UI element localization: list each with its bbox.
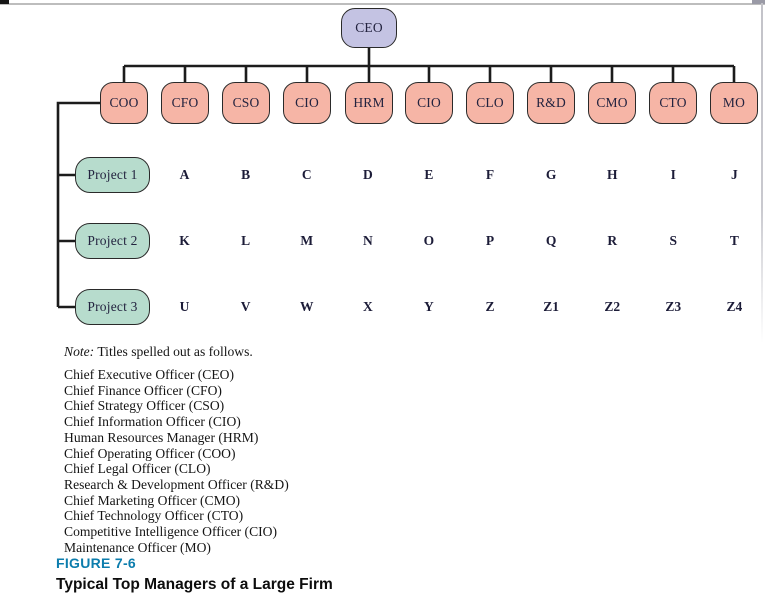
figure-number-label: FIGURE 7-6 [56, 555, 137, 571]
figure-caption: Typical Top Managers of a Large Firm [56, 576, 333, 593]
matrix-cell: C [301, 167, 312, 182]
matrix-cell: Z1 [543, 299, 559, 314]
matrix-cell: O [423, 233, 435, 248]
manager-box-cto: CTO [649, 82, 697, 124]
manager-box-hrm: HRM [345, 82, 393, 124]
matrix-row-1: A B C D E F G H I J [154, 165, 765, 185]
note-title: Chief Technology Officer (CTO) [64, 508, 244, 524]
note-title: Chief Strategy Officer (CSO) [64, 398, 225, 414]
matrix-cell: Q [545, 233, 557, 248]
project-label: Project 1 [87, 167, 138, 182]
matrix-cell: N [362, 233, 373, 248]
manager-label: CIO [295, 95, 319, 110]
matrix-row-2: K L M N O P Q R S T [154, 231, 765, 251]
note-title: Maintenance Officer (MO) [64, 539, 211, 555]
matrix-cell: E [424, 167, 434, 182]
manager-label: CIO [417, 95, 441, 110]
matrix-cell: Z2 [604, 299, 621, 314]
manager-label: CFO [171, 95, 199, 110]
manager-label: CLO [476, 95, 504, 110]
page-edge-right-line [761, 3, 763, 343]
manager-box-rd: R&D [527, 82, 575, 124]
note-intro-label: Note: [64, 344, 95, 359]
matrix-cell: S [669, 233, 678, 248]
page-edge-mark-right [752, 0, 765, 4]
manager-label: MO [722, 95, 746, 110]
matrix-cell: I [670, 167, 676, 182]
note-title: Research & Development Officer (R&D) [64, 476, 289, 492]
matrix-cell: R [607, 233, 618, 248]
matrix-cell: G [545, 167, 557, 182]
matrix-cell: M [300, 233, 314, 248]
note-title: Chief Information Officer (CIO) [64, 414, 241, 430]
manager-box-clo: CLO [466, 82, 514, 124]
note-title: Chief Legal Officer (CLO) [64, 461, 211, 477]
matrix-cell: U [179, 299, 190, 314]
page-edge-mark-left [0, 0, 9, 4]
matrix-cell: H [606, 167, 618, 182]
matrix-cell: V [240, 299, 251, 314]
matrix-cell: L [241, 233, 251, 248]
matrix-cell: Z3 [665, 299, 682, 314]
project-box-3: Project 3 [75, 289, 150, 325]
ceo-box: CEO [341, 8, 397, 48]
matrix-cell: Y [424, 299, 434, 314]
manager-label: COO [109, 95, 139, 110]
manager-box-coo: COO [100, 82, 148, 124]
page-edge-top-line [0, 3, 765, 5]
note-title: Competitive Intelligence Officer (CIO) [64, 524, 278, 540]
project-box-1: Project 1 [75, 157, 150, 193]
matrix-cell: B [241, 167, 251, 182]
manager-box-cso: CSO [222, 82, 270, 124]
manager-label: HRM [353, 95, 385, 110]
note-block: Note: Titles spelled out as follows. Chi… [64, 344, 289, 555]
manager-label: CSO [232, 95, 260, 110]
matrix-cell: P [485, 233, 495, 248]
matrix-cell: D [362, 167, 373, 182]
matrix-cell: K [179, 233, 190, 248]
manager-label: CTO [659, 95, 687, 110]
matrix-cell: Z [485, 299, 495, 314]
ceo-label: CEO [355, 20, 383, 35]
note-title: Chief Operating Officer (COO) [64, 445, 236, 461]
note-intro: Note: Titles spelled out as follows. [64, 344, 289, 360]
note-title: Chief Executive Officer (CEO) [64, 367, 234, 382]
manager-box-cmo: CMO [588, 82, 636, 124]
manager-box-cio: CIO [283, 82, 331, 124]
manager-box-cfo: CFO [161, 82, 209, 124]
project-label: Project 2 [87, 233, 138, 248]
matrix-row-3: U V W X Y Z Z1 Z2 Z3 Z4 [154, 297, 765, 317]
note-title: Chief Marketing Officer (CMO) [64, 492, 241, 508]
manager-box-mo: MO [710, 82, 758, 124]
matrix-cell: Z4 [726, 299, 743, 314]
matrix-cell: X [362, 299, 373, 314]
manager-box-cio2: CIO [405, 82, 453, 124]
project-label: Project 3 [87, 299, 138, 314]
matrix-cell: T [729, 233, 739, 248]
matrix-cell: A [179, 167, 190, 182]
matrix-cell: F [485, 167, 495, 182]
matrix-cell: W [299, 299, 314, 314]
note-title: Human Resources Manager (HRM) [64, 429, 259, 445]
manager-label: R&D [536, 95, 566, 110]
project-box-2: Project 2 [75, 223, 150, 259]
note-title: Chief Finance Officer (CFO) [64, 382, 222, 398]
note-intro-text: Titles spelled out as follows. [94, 344, 253, 359]
matrix-cell: J [731, 167, 738, 182]
manager-label: CMO [596, 95, 628, 110]
